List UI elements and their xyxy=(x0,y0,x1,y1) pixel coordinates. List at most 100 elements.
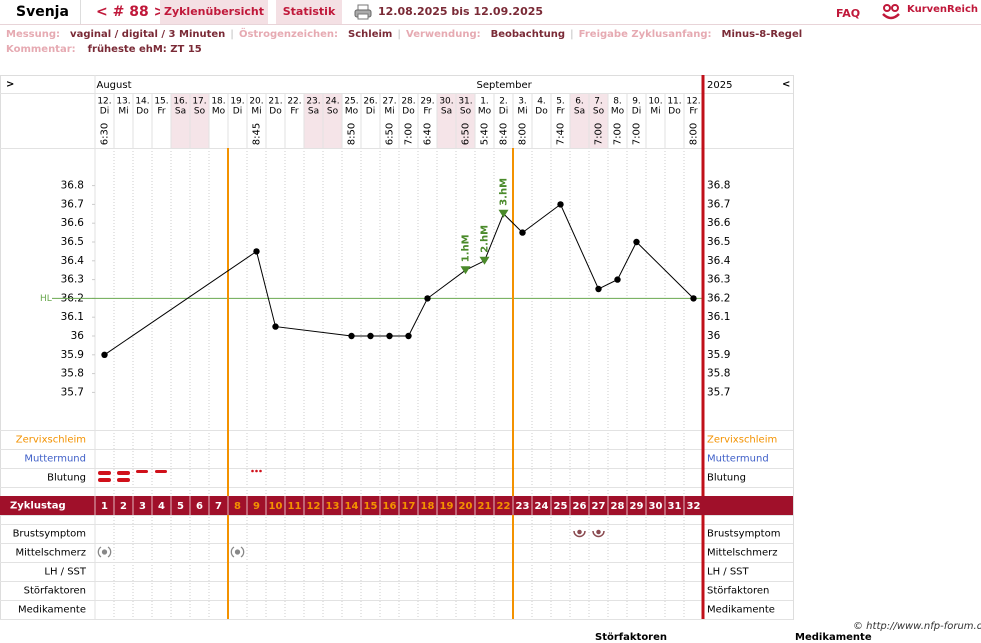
row-label: Blutung xyxy=(47,473,86,484)
day-label: 1. xyxy=(480,97,489,107)
y-tick-label: 36.2 xyxy=(707,292,730,304)
y-tick-label: 36.5 xyxy=(61,236,84,248)
day-label: 9. xyxy=(632,97,641,107)
cycle-day: 12 xyxy=(307,501,321,512)
day-label: 8. xyxy=(613,97,622,107)
weekday-label: Mo xyxy=(478,107,492,117)
weekday-label: Di xyxy=(632,107,641,117)
weekday-label: Sa xyxy=(574,107,585,117)
cycle-day: 21 xyxy=(478,501,492,512)
day-label: 19. xyxy=(230,97,244,107)
year-label: 2025 xyxy=(707,80,732,91)
cycle-day: 8 xyxy=(234,501,241,512)
time-label: 6:50 xyxy=(461,123,472,145)
day-label: 27. xyxy=(382,97,396,107)
y-tick-label: 35.7 xyxy=(61,386,84,398)
tab[interactable]: Zyklenübersicht xyxy=(160,0,268,24)
brand-logo xyxy=(882,4,900,20)
cycle-day: 22 xyxy=(497,501,511,512)
row-label: Medikamente xyxy=(707,605,775,616)
separator: | xyxy=(570,29,574,40)
footer-section: Medikamente xyxy=(795,632,872,643)
weekday-label: Do xyxy=(402,107,415,117)
temperature-point xyxy=(272,323,279,330)
reference-label: HL xyxy=(40,294,52,304)
y-tick-label: 35.7 xyxy=(707,386,730,398)
annotation: 3.hM xyxy=(499,178,510,206)
cycle-day: 24 xyxy=(535,501,549,512)
day-label: 7. xyxy=(594,97,603,107)
chart-frame xyxy=(0,75,794,620)
cycle-day: 16 xyxy=(383,501,397,512)
weekday-label: Fr xyxy=(290,107,299,117)
weekday-label: Mi xyxy=(384,107,394,117)
y-tick-label: 36.8 xyxy=(61,180,84,192)
faq-link[interactable]: FAQ xyxy=(836,7,861,20)
weekday-label: Do xyxy=(269,107,282,117)
y-tick-label: 36.4 xyxy=(61,255,85,267)
weekend-shade xyxy=(589,93,608,148)
weekday-label: Fr xyxy=(556,107,565,117)
weekday-label: Mo xyxy=(611,107,625,117)
day-label: 16. xyxy=(173,97,187,107)
row-label: Muttermund xyxy=(24,454,86,465)
cycle-day: 19 xyxy=(440,501,454,512)
cycle-day: 9 xyxy=(253,501,260,512)
weekday-label: Di xyxy=(499,107,508,117)
temperature-point xyxy=(101,351,108,358)
time-label: 8:50 xyxy=(347,123,358,145)
weekday-label: Fr xyxy=(157,107,166,117)
day-label: 5. xyxy=(556,97,565,107)
month-label: September xyxy=(477,80,533,91)
cycle-day: 3 xyxy=(139,501,146,512)
cycle-day: 20 xyxy=(459,501,473,512)
y-tick-label: 36 xyxy=(71,330,85,342)
row-label: LH / SST xyxy=(44,567,87,578)
cycle-day: 31 xyxy=(668,501,682,512)
day-label: 18. xyxy=(211,97,225,107)
day-label: 29. xyxy=(420,97,434,107)
day-label: 4. xyxy=(537,97,546,107)
user-name: Svenja xyxy=(0,0,81,24)
temperature-point xyxy=(424,295,431,302)
y-tick-label: 36.7 xyxy=(707,198,730,210)
info-value: vaginal / digital / 3 Minuten xyxy=(70,29,226,40)
breast-symptom-icons xyxy=(573,529,605,538)
time-label: 7:40 xyxy=(556,123,567,145)
temperature-point xyxy=(348,332,355,340)
annotation: 2.hM xyxy=(480,225,491,253)
time-label: 6:40 xyxy=(423,123,434,145)
cycle-day: 6 xyxy=(196,501,203,512)
time-label: 7:00 xyxy=(613,123,624,145)
cycle-day: 5 xyxy=(177,501,184,512)
tab[interactable]: Statistik xyxy=(276,0,342,24)
day-label: 14. xyxy=(135,97,149,107)
day-label: 22. xyxy=(287,97,301,107)
y-tick-label: 36.7 xyxy=(61,198,84,210)
weekday-label: Do xyxy=(136,107,149,117)
cycle-day: 15 xyxy=(364,501,378,512)
temperature-point xyxy=(367,332,374,340)
cycle-day: 28 xyxy=(611,501,625,512)
cycle-nav[interactable]: < # 88 > xyxy=(96,4,166,20)
info-label: Messung: xyxy=(6,29,61,40)
row-label: Zervixschleim xyxy=(16,435,86,446)
day-label: 28. xyxy=(401,97,415,107)
info-value: Minus-8-Regel xyxy=(721,29,803,40)
day-label: 6. xyxy=(575,97,584,107)
temperature-point xyxy=(253,248,260,255)
time-label: 8:00 xyxy=(518,123,529,145)
row-label: Störfaktoren xyxy=(24,586,86,597)
weekday-label: Mi xyxy=(251,107,261,117)
weekday-label: So xyxy=(327,107,339,117)
weekday-label: So xyxy=(593,107,605,117)
y-tick-label: 36.8 xyxy=(707,180,730,192)
cycle-day: 11 xyxy=(288,501,302,512)
info-line: Messung: vaginal / digital / 3 Minuten | Ös… xyxy=(6,29,802,40)
cycle-day: 17 xyxy=(402,501,416,512)
day-label: 12. xyxy=(97,97,111,107)
nav-left: > xyxy=(6,79,14,90)
print-icon[interactable] xyxy=(354,4,372,20)
period: 12.08.2025 bis 12.09.2025 xyxy=(378,5,544,18)
